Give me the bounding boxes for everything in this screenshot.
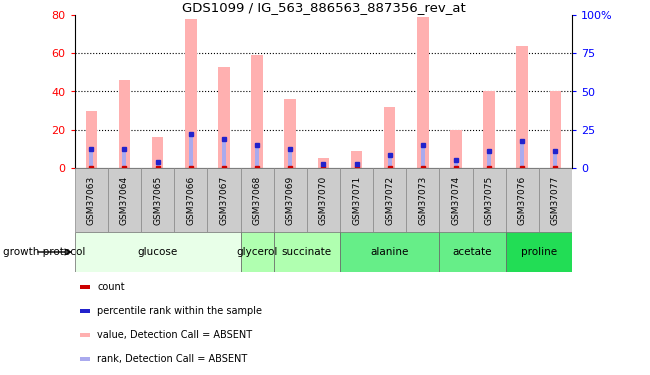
Bar <box>188 134 193 168</box>
Bar <box>387 154 392 168</box>
Bar <box>340 232 439 272</box>
Bar <box>274 168 307 232</box>
Bar <box>80 357 90 361</box>
Text: succinate: succinate <box>281 247 332 257</box>
Text: GSM37074: GSM37074 <box>452 176 460 225</box>
Bar <box>255 145 259 168</box>
Bar <box>274 232 340 272</box>
Bar <box>207 168 240 232</box>
Bar <box>506 232 572 272</box>
Bar <box>439 232 506 272</box>
Bar <box>80 309 90 313</box>
Bar <box>240 232 274 272</box>
Text: proline: proline <box>521 247 557 257</box>
Text: GSM37068: GSM37068 <box>253 176 261 225</box>
Text: acetate: acetate <box>453 247 492 257</box>
Bar <box>450 130 462 168</box>
Bar <box>354 164 359 168</box>
Bar <box>421 145 425 168</box>
Bar <box>252 55 263 168</box>
Bar <box>484 92 495 168</box>
Bar <box>75 232 240 272</box>
Bar <box>155 162 160 168</box>
Text: GSM37072: GSM37072 <box>385 176 394 225</box>
Text: GSM37066: GSM37066 <box>187 176 195 225</box>
Bar <box>340 168 373 232</box>
Bar <box>321 164 326 168</box>
Bar <box>174 168 207 232</box>
Text: growth protocol: growth protocol <box>3 247 86 257</box>
Text: glycerol: glycerol <box>237 247 278 257</box>
Bar <box>86 111 97 168</box>
Text: glucose: glucose <box>138 247 177 257</box>
Bar <box>119 80 130 168</box>
Bar <box>152 137 163 168</box>
Text: alanine: alanine <box>370 247 409 257</box>
Text: GSM37075: GSM37075 <box>485 176 493 225</box>
Bar <box>517 46 528 168</box>
Bar <box>80 285 90 289</box>
Bar <box>417 17 428 168</box>
Bar <box>439 168 473 232</box>
Bar <box>373 168 406 232</box>
Bar <box>89 149 94 168</box>
Bar <box>75 168 108 232</box>
Bar <box>550 92 561 168</box>
Text: GSM37067: GSM37067 <box>220 176 228 225</box>
Text: GSM37073: GSM37073 <box>419 176 427 225</box>
Bar <box>122 149 127 168</box>
Bar <box>384 107 395 168</box>
Text: GSM37069: GSM37069 <box>286 176 294 225</box>
Bar <box>506 168 539 232</box>
Text: count: count <box>97 282 125 292</box>
Bar <box>108 168 141 232</box>
Text: GSM37076: GSM37076 <box>518 176 527 225</box>
Bar <box>553 151 558 168</box>
Text: GSM37065: GSM37065 <box>153 176 162 225</box>
Text: percentile rank within the sample: percentile rank within the sample <box>97 306 262 316</box>
Bar <box>307 168 340 232</box>
Bar <box>240 168 274 232</box>
Bar <box>222 139 226 168</box>
Bar <box>318 158 329 168</box>
Bar <box>285 99 296 168</box>
Text: rank, Detection Call = ABSENT: rank, Detection Call = ABSENT <box>97 354 248 364</box>
Bar <box>406 168 439 232</box>
Bar <box>218 67 229 168</box>
Bar <box>487 151 491 168</box>
Bar <box>539 168 572 232</box>
Text: GSM37070: GSM37070 <box>319 176 328 225</box>
Bar <box>80 333 90 337</box>
Bar <box>185 19 196 168</box>
Bar <box>454 160 458 168</box>
Text: GSM37071: GSM37071 <box>352 176 361 225</box>
Bar <box>141 168 174 232</box>
Bar <box>473 168 506 232</box>
Text: GSM37077: GSM37077 <box>551 176 560 225</box>
Bar <box>520 141 525 168</box>
Bar <box>288 149 292 168</box>
Title: GDS1099 / IG_563_886563_887356_rev_at: GDS1099 / IG_563_886563_887356_rev_at <box>181 1 465 14</box>
Bar <box>351 151 362 168</box>
Text: value, Detection Call = ABSENT: value, Detection Call = ABSENT <box>97 330 252 340</box>
Text: GSM37063: GSM37063 <box>87 176 96 225</box>
Text: GSM37064: GSM37064 <box>120 176 129 225</box>
